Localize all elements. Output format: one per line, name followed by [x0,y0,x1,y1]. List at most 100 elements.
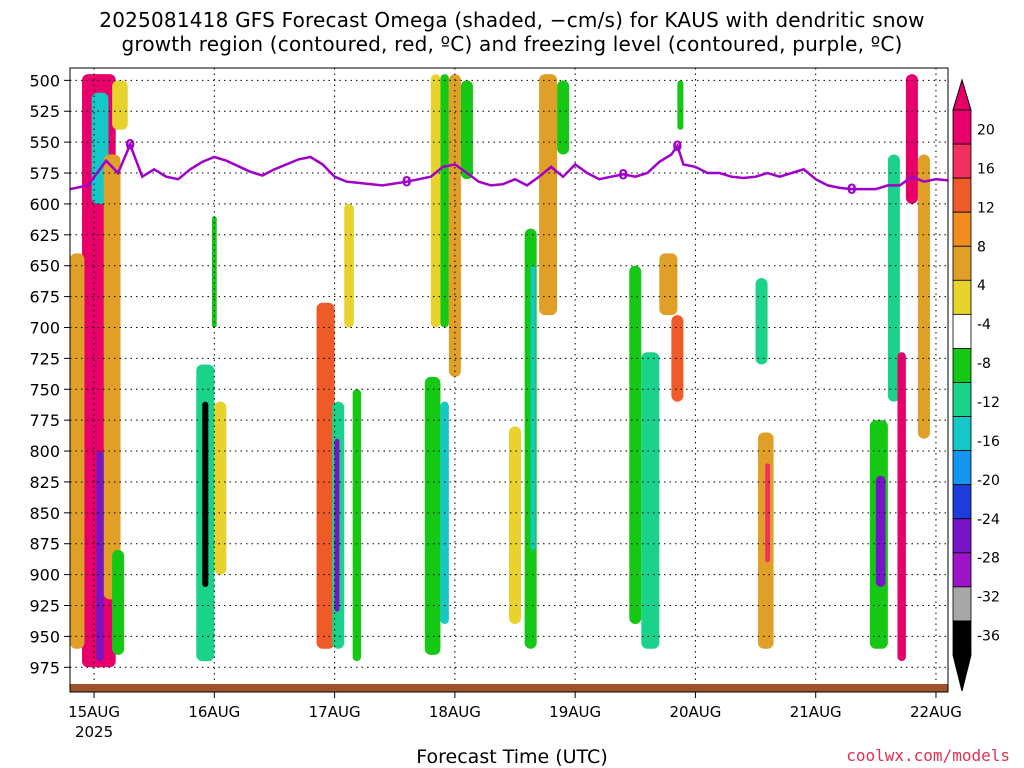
colorbar-swatch-7 [952,348,972,383]
omega-region-5 [112,549,125,655]
colorbar-label-5: -4 [977,317,991,333]
omega-region-34 [765,463,770,563]
omega-region-32 [755,278,768,365]
colorbar-label-7: -12 [977,395,1000,411]
colorbar-swatch-11 [952,484,972,520]
omega-region-27 [629,265,642,625]
x-tick-label-7: 22AUG [910,703,962,721]
omega-region-38 [897,352,906,662]
colorbar-swatch-2 [952,177,972,213]
colorbar-swatch-0 [952,109,972,145]
credit-text: coolwx.com/models [846,746,1010,765]
y-tick-label-6: 650 [29,257,60,276]
x-tick-label-4: 19AUG [549,703,601,721]
omega-region-29 [659,253,678,316]
y-tick-label-11: 775 [29,411,60,430]
colorbar-swatch-13 [952,552,972,588]
y-tick-label-12: 800 [29,442,60,461]
omega-region-21 [460,80,473,180]
omega-region-22 [509,426,522,625]
x-tick-label-5: 20AUG [669,703,721,721]
omega-region-39 [905,74,918,204]
colorbar-swatch-6 [952,313,972,349]
x-axis-title: Forecast Time (UTC) [416,746,608,768]
chart-title: 2025081418 GFS Forecast Omega (shaded, −… [0,8,1024,56]
y-tick-label-9: 725 [29,349,60,368]
colorbar-swatch-12 [952,518,972,554]
y-tick-label-5: 625 [29,226,60,245]
y-tick-label-2: 550 [29,133,60,152]
omega-region-24 [530,265,536,550]
colorbar-top-arrow [952,78,972,111]
omega-region-37 [887,154,900,402]
omega-region-6 [112,80,128,130]
x-tick-label-3: 18AUG [429,703,481,721]
y-tick-label-7: 675 [29,288,60,307]
y-tick-label-19: 975 [29,658,60,677]
colorbar-swatch-15 [952,620,972,656]
colorbar-label-4: 4 [977,278,986,294]
omega-region-26 [557,80,570,155]
omega-region-31 [677,80,684,130]
colorbar-label-13: -36 [977,629,1000,645]
omega-region-25 [539,74,558,316]
y-tick-label-10: 750 [29,380,60,399]
x-tick-label-6: 21AUG [790,703,842,721]
omega-region-13 [334,438,340,612]
freezing-level-label-0: 0 [125,138,135,154]
y-tick-label-16: 900 [29,566,60,585]
omega-region-36 [875,475,886,587]
freezing-level-contour [70,141,948,191]
terrain-surface [70,684,948,692]
freezing-level-label-1: 0 [402,175,412,191]
colorbar-swatch-8 [952,382,972,417]
colorbar-label-8: -16 [977,434,1000,450]
omega-region-20 [448,74,461,377]
y-tick-label-15: 875 [29,535,60,554]
colorbar-label-9: -20 [977,473,1000,489]
y-tick-label-14: 850 [29,504,60,523]
plot-frame [69,67,949,693]
colorbar-swatch-1 [952,143,972,179]
y-tick-label-13: 825 [29,473,60,492]
colorbar-swatch-5 [952,279,972,315]
omega-region-17 [440,74,449,328]
y-tick-label-3: 575 [29,164,60,183]
chart-title-line-1: 2025081418 GFS Forecast Omega (shaded, −… [99,8,925,32]
y-tick-label-0: 500 [29,71,60,90]
colorbar-bottom-arrow [952,654,972,692]
colorbar-label-12: -32 [977,590,1000,606]
colorbar-label-0: 20 [977,122,995,138]
freezing-level-label-2: 0 [618,167,628,183]
omega-region-28 [641,352,660,649]
omega-region-18 [424,376,441,655]
colorbar-swatch-3 [952,211,972,247]
omega-region-8 [202,401,209,587]
colorbar-swatch-9 [952,416,972,452]
colorbar-label-6: -8 [977,356,991,372]
y-tick-label-4: 600 [29,195,60,214]
x-tick-label-0: 15AUG [68,703,120,721]
chart-title-line-2: growth region (contoured, red, ºC) and f… [121,32,903,56]
omega-region-11 [316,302,335,649]
colorbar-label-3: 8 [977,239,986,255]
colorbar-label-2: 12 [977,200,995,216]
colorbar-swatch-14 [952,586,972,622]
omega-region-2 [103,154,121,600]
omega-region-30 [671,315,684,402]
x-tick-sublabel-0: 2025 [75,723,113,741]
colorbar-label-11: -28 [977,551,1000,567]
x-tick-label-2: 17AUG [309,703,361,721]
y-tick-label-8: 700 [29,318,60,337]
freezing-level-label-4: 0 [847,182,857,198]
y-tick-label-17: 925 [29,597,60,616]
colorbar-swatch-4 [952,245,972,281]
y-tick-label-18: 950 [29,627,60,646]
omega-region-3 [96,451,104,662]
colorbar-label-10: -24 [977,512,1000,528]
omega-region-9 [214,401,227,575]
y-tick-label-1: 525 [29,102,60,121]
omega-region-4 [70,253,85,649]
x-tick-label-1: 16AUG [188,703,240,721]
